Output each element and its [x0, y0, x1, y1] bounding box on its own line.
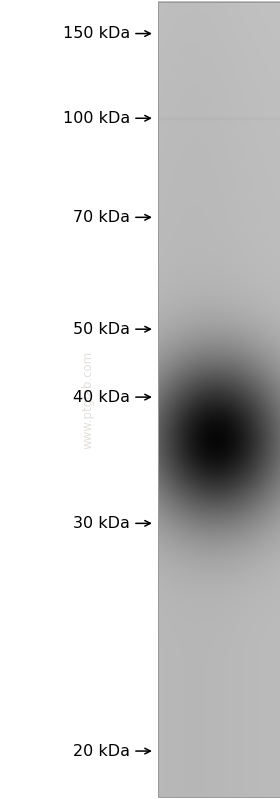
Text: 150 kDa: 150 kDa — [63, 26, 130, 41]
Text: 20 kDa: 20 kDa — [73, 744, 130, 758]
Text: 30 kDa: 30 kDa — [73, 516, 130, 531]
Text: www.ptglab.com: www.ptglab.com — [82, 351, 95, 448]
Text: 50 kDa: 50 kDa — [73, 322, 130, 336]
Text: 100 kDa: 100 kDa — [63, 111, 130, 125]
Text: 70 kDa: 70 kDa — [73, 210, 130, 225]
Bar — [158, 2, 280, 797]
Text: 40 kDa: 40 kDa — [73, 390, 130, 404]
